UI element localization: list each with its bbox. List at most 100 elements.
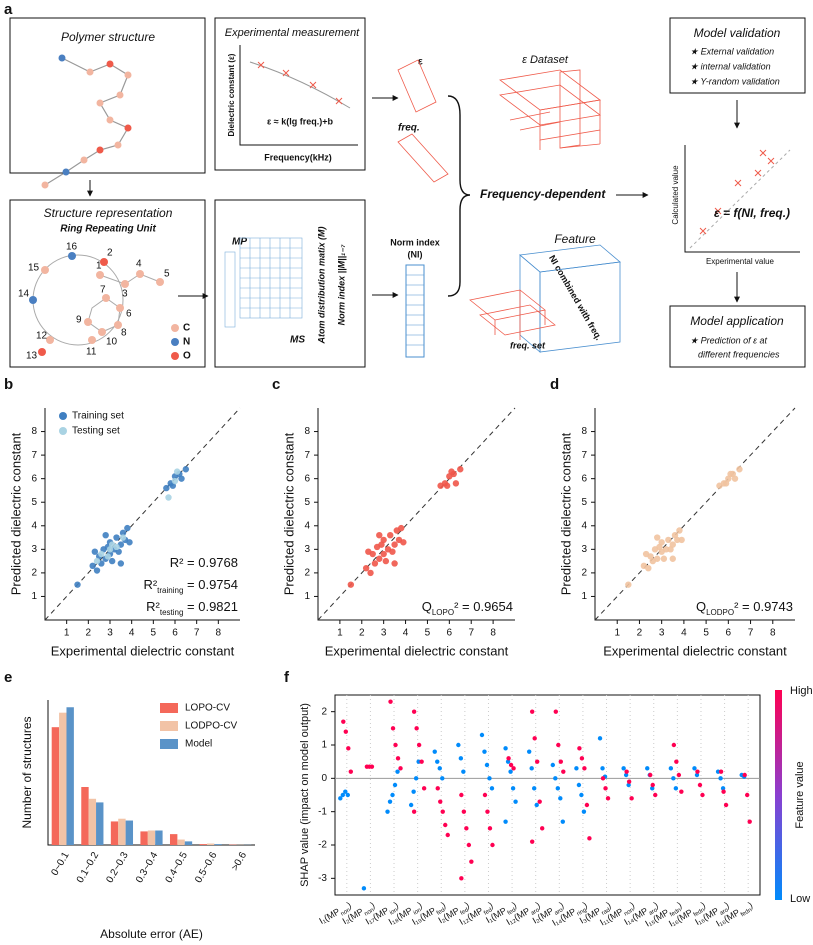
point [98,550,105,558]
point [165,494,172,501]
shap-point [597,736,603,741]
y-tick-label: 5 [31,497,37,508]
annotation-part: LOPO [432,608,454,617]
diagram-shape [68,252,76,260]
diagram-shape [84,318,92,326]
shap-point [553,709,559,714]
feature-label-part: ) [416,900,424,910]
annotation-part: ² = 0.9654 [454,599,513,614]
colorbar-high: High [790,685,813,697]
feature-label-part: fedn [693,907,706,918]
shap-point [440,776,445,781]
shap-point [411,709,417,714]
diagram-shape [214,17,366,171]
diagram-shape [116,304,124,312]
feature-label-part: ) [676,900,684,910]
shap-point [506,756,511,761]
shap-point [385,809,390,814]
point [371,560,379,567]
diagram-shape [9,17,206,174]
label: Norm index [390,237,440,247]
shap-point [558,759,564,764]
shap-point [343,789,348,794]
shap-point [464,826,469,831]
label: ★ internal validation [690,61,771,71]
shap-point [532,736,537,741]
point [443,482,451,489]
shap-point [395,756,401,761]
annotation-part: = 0.9821 [183,599,238,614]
shap-point [348,769,354,774]
diagram-shape [406,274,424,346]
bar [140,831,148,845]
bar [169,834,178,845]
point [106,546,114,553]
point [376,555,383,562]
shap-point [390,792,395,798]
shap-point [456,742,461,748]
diagram-shape [106,60,114,68]
feature-label-part: ) [582,900,590,910]
feature-label-part: non [363,907,375,917]
shap-point [461,809,467,814]
feature-label-part: ) [393,900,401,910]
x-tick-label: 4 [129,628,135,639]
diagram-shape [689,149,791,249]
shap-point [587,836,592,841]
point [676,527,683,534]
y-tick-label: 6 [31,473,37,484]
diagram-shape [88,336,96,344]
diagram-shape [669,305,806,368]
point [391,541,398,548]
bar [199,844,207,845]
shap-point [445,832,450,838]
identity-line [317,407,516,621]
label: Model application [690,314,784,328]
label: ε Dataset [522,54,569,66]
x-axis-label: Experimental dielectric constant [51,643,235,658]
x-tick-label: 0.4~0.5 [164,850,191,885]
point [362,564,370,572]
bar [59,712,67,845]
shap-point [443,822,448,828]
label: 11 [86,347,97,358]
x-tick-label: 1 [337,628,343,639]
shap-point [674,759,679,764]
feature-label-part: ring [576,907,588,917]
point [457,466,464,473]
bar [118,818,126,845]
shap-point [414,726,419,731]
diagram-shape [397,133,449,183]
y-tick-label: 3 [31,544,37,555]
y-tick-label: 2 [321,706,327,717]
shap-point [487,776,492,781]
annotation-part: ² = 0.9743 [734,599,793,614]
point [731,475,739,482]
label: Structure representation [44,206,173,220]
label: ★ Prediction of ε at [690,335,768,345]
point [389,548,396,555]
point [74,581,81,588]
label: Frequency-dependent [480,187,606,201]
point [625,581,632,588]
shap-point [513,799,518,804]
shap-point [345,792,351,798]
shap-point [600,776,606,781]
point [91,548,99,555]
point [89,562,96,570]
x-tick-label: 0.2~0.3 [104,850,131,885]
shap-point [671,776,676,781]
shap-point [605,796,611,801]
bar [96,802,104,845]
diagram-shape [214,199,366,368]
point [108,557,116,565]
y-tick-label: 3 [304,544,310,555]
diagram-shape [114,321,122,329]
shap-point [511,766,516,771]
point [654,534,661,541]
y-tick-label: 2 [31,568,37,579]
shap-point [421,786,427,791]
feature-label-part: ) [511,900,519,910]
diagram-shape [99,273,161,285]
diagram-shape [240,238,302,318]
